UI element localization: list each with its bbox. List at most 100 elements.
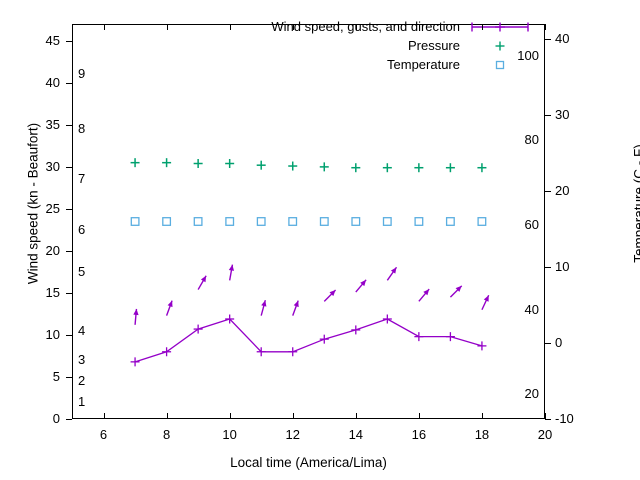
y-tick-left: [66, 125, 72, 126]
fahrenheit-label: 100: [517, 47, 539, 63]
legend-key-temperature-square-icon: [468, 58, 532, 72]
legend-label-pressure: Pressure: [407, 38, 460, 53]
y-tick-label-left: 20: [45, 242, 60, 258]
y-tick-label-left: 30: [45, 158, 60, 174]
x-tick-label: 8: [162, 427, 171, 442]
x-tick-top: [293, 24, 294, 30]
y-tick-label-right: 10: [555, 259, 570, 275]
temperature-marker: [414, 217, 424, 226]
x-tick-label: 14: [348, 427, 364, 442]
x-tick-top: [419, 24, 420, 30]
x-tick-label: 20: [537, 427, 553, 442]
y-tick-left: [66, 419, 72, 420]
y-tick-left: [66, 167, 72, 168]
beaufort-label: 2: [78, 373, 86, 389]
legend-key-pressure-plus-icon: [468, 39, 532, 53]
y-tick-label-left: 40: [45, 74, 60, 90]
y-tick-label-left: 35: [45, 116, 60, 132]
y-tick-left: [66, 251, 72, 252]
wind-direction-arrowhead: [360, 279, 367, 287]
fahrenheit-label: 80: [524, 132, 539, 148]
y-tick-label-left: 45: [45, 32, 60, 48]
y-tick-left: [66, 41, 72, 42]
x-tick: [167, 413, 168, 419]
beaufort-label: 5: [78, 263, 86, 279]
x-tick-top: [482, 24, 483, 30]
x-tick: [545, 413, 546, 419]
temperature-marker: [319, 217, 329, 226]
x-tick: [482, 413, 483, 419]
temperature-marker: [193, 217, 203, 226]
y-tick-label-right: 20: [555, 183, 570, 199]
y-tick-left: [66, 209, 72, 210]
wind-speed-line: [134, 318, 483, 363]
x-axis-title: Local time (America/Lima): [230, 455, 387, 470]
x-tick: [230, 413, 231, 419]
x-tick: [104, 413, 105, 419]
wind-direction-arrowhead: [167, 300, 173, 308]
plot-area: [72, 24, 545, 419]
wind-direction-arrowhead: [228, 264, 234, 271]
wind-direction-arrowhead: [483, 295, 489, 302]
y-tick-label-left: 15: [45, 284, 60, 300]
temperature-marker: [351, 217, 361, 226]
fahrenheit-label: 60: [524, 216, 539, 232]
y-tick-right: [545, 39, 551, 40]
y-tick-right: [545, 115, 551, 116]
wind-direction-arrowhead: [455, 285, 462, 292]
x-tick-label: 12: [285, 427, 300, 442]
y-tick-label-right: 40: [555, 31, 570, 47]
x-tick-label: 10: [222, 427, 237, 442]
x-tick-top: [230, 24, 231, 30]
wind-direction-arrowhead: [423, 289, 430, 296]
y-tick-label-right: -10: [555, 411, 574, 426]
legend-label-wind: Wind speed, gusts, and direction: [271, 19, 460, 34]
y-tick-label-left: 5: [52, 368, 60, 384]
wind-direction-arrowhead: [390, 267, 397, 274]
legend-item-pressure: Pressure: [232, 36, 532, 55]
beaufort-label: 8: [78, 121, 86, 137]
legend-label-temperature: Temperature: [387, 57, 460, 72]
wind-direction-arrowhead: [133, 308, 139, 316]
y-tick-label-left: 0: [52, 411, 60, 426]
temperature-marker: [256, 217, 266, 226]
y-tick-right: [545, 267, 551, 268]
y-tick-right: [545, 419, 551, 420]
beaufort-label: 9: [78, 66, 86, 82]
wind-direction-arrowhead: [261, 300, 267, 307]
temperature-marker: [382, 217, 392, 226]
y-tick-label-left: 10: [45, 326, 60, 342]
temperature-marker: [288, 217, 298, 226]
temperature-marker: [445, 217, 455, 226]
legend-key-wind-line-plus-icon: [468, 20, 532, 34]
beaufort-label: 6: [78, 221, 86, 237]
x-tick-label: 16: [411, 427, 427, 442]
fahrenheit-label: 40: [524, 301, 539, 317]
beaufort-label: 3: [78, 352, 86, 368]
x-tick-label: 6: [99, 427, 108, 442]
beaufort-label: 4: [78, 322, 86, 338]
y-tick-label-right: 30: [555, 107, 570, 123]
y-tick-left: [66, 377, 72, 378]
y-tick-label-right: 0: [555, 335, 563, 351]
x-tick-top: [545, 24, 546, 30]
x-tick-top: [356, 24, 357, 30]
wind-direction-arrowhead: [329, 290, 336, 297]
x-tick: [293, 413, 294, 419]
beaufort-label: 7: [78, 171, 86, 187]
y-tick-left: [66, 83, 72, 84]
fahrenheit-label: 20: [524, 385, 539, 401]
wind-direction-arrowhead: [200, 275, 207, 283]
legend: Wind speed, gusts, and direction Pressur…: [232, 17, 532, 74]
temperature-marker: [477, 217, 487, 226]
beaufort-label: 1: [78, 394, 86, 410]
y-tick-right: [545, 191, 551, 192]
y-tick-right: [545, 343, 551, 344]
y-tick-left: [66, 293, 72, 294]
x-tick: [356, 413, 357, 419]
legend-item-temperature: Temperature: [232, 55, 532, 74]
temperature-marker: [225, 217, 235, 226]
y-tick-left: [66, 335, 72, 336]
